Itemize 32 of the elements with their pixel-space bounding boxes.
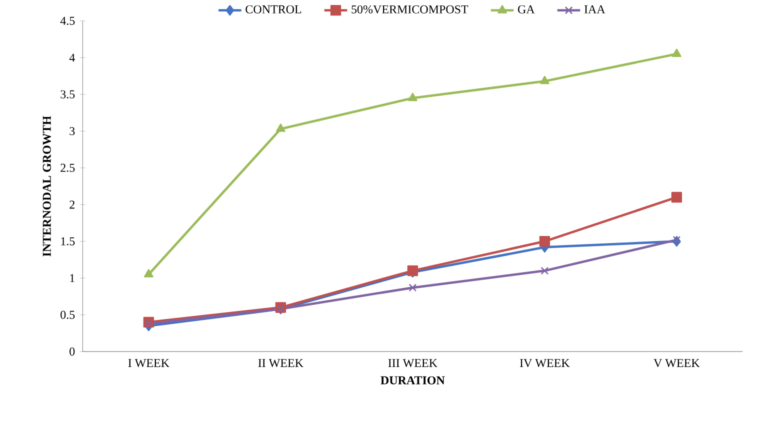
point [408, 284, 417, 292]
y-tick-label: 0.5 [60, 310, 75, 319]
point [539, 236, 550, 247]
point [144, 269, 154, 278]
point [408, 92, 418, 102]
y-axis-title: INTERNODAL GROWTH [42, 116, 51, 256]
x-tick-label: V WEEK [654, 359, 700, 368]
y-tick-label: 3 [70, 127, 75, 136]
y-tick-label: 3.5 [60, 90, 75, 98]
x-tick-label: IV WEEK [520, 359, 570, 368]
point [672, 236, 681, 244]
point [672, 48, 682, 58]
point [540, 76, 550, 84]
y-tick-label: 2.5 [60, 164, 75, 172]
y-tick-label: 4.5 [60, 16, 75, 25]
x-axis-title: DURATION [380, 376, 445, 384]
legend-label: IAA [584, 5, 606, 14]
point [144, 320, 153, 328]
y-tick-label: 1.5 [61, 237, 75, 246]
legend-label: 50%VERMICOMPOST [352, 5, 468, 14]
x-tick-label: II WEEK [258, 359, 304, 368]
legend-label: CONTROL [246, 5, 302, 14]
x-tick-label: I WEEK [128, 359, 170, 368]
x-tick-label: III WEEK [388, 359, 438, 368]
point [540, 266, 549, 275]
y-tick-label: 2 [70, 200, 74, 209]
point [276, 124, 286, 132]
y-tick-label: 4 [69, 54, 75, 62]
point [671, 192, 682, 203]
legend-label: GA [518, 5, 535, 14]
y-tick-label: 1 [70, 274, 74, 282]
y-tick-label: 0 [70, 348, 75, 356]
